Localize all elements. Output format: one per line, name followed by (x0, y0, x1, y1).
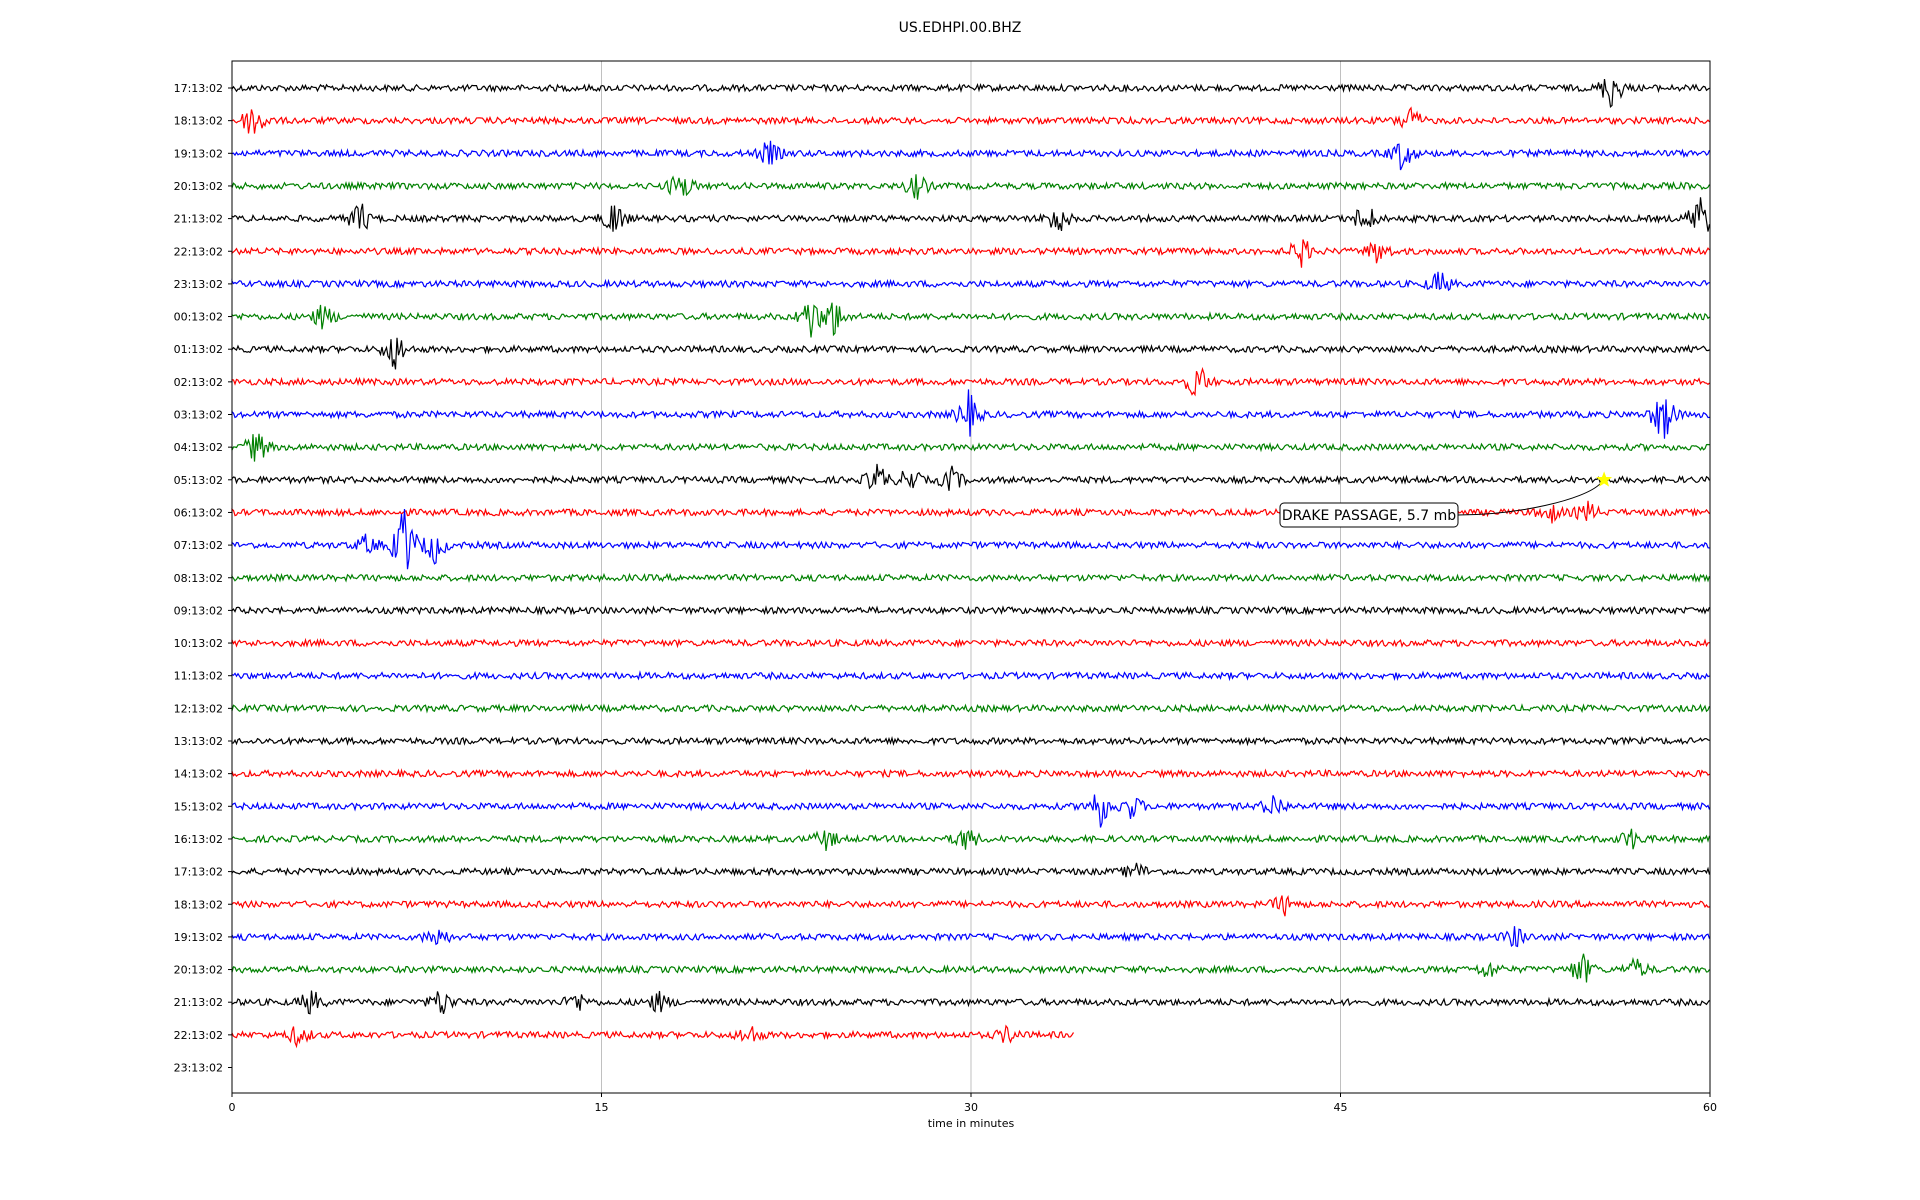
event-annotation: DRAKE PASSAGE, 5.7 mb (1279, 471, 1613, 528)
trace-11:13:02 (231, 670, 1710, 682)
trace-23:13:02 (231, 271, 1710, 292)
x-tick-label: 15 (595, 1101, 609, 1114)
hour-label: 20:13:02 (174, 180, 223, 193)
hour-label: 12:13:02 (174, 702, 223, 715)
trace-08:13:02 (231, 572, 1711, 583)
trace-18:13:02 (231, 106, 1710, 134)
hour-label: 22:13:02 (174, 1029, 223, 1042)
hour-label: 02:13:02 (174, 376, 223, 389)
hour-label: 10:13:02 (174, 637, 223, 650)
hour-axis: 17:13:02 18:13:02 19:13:02 20:13:02 21:13:02… (174, 82, 232, 1075)
seismic-traces (231, 79, 1711, 1049)
trace-07:13:02 (231, 508, 1710, 570)
trace-17:13:02 (231, 79, 1710, 108)
trace-01:13:02 (231, 337, 1710, 370)
star-icon (1596, 471, 1613, 487)
hour-label: 00:13:02 (174, 311, 223, 324)
hour-label: 15:13:02 (174, 800, 223, 813)
hour-label: 05:13:02 (174, 474, 223, 487)
x-tick-label: 60 (1703, 1101, 1717, 1114)
x-tick-label: 0 (229, 1101, 236, 1114)
hour-label: 23:13:02 (174, 278, 223, 291)
trace-15:13:02 (231, 794, 1711, 828)
trace-00:13:02 (231, 302, 1710, 338)
trace-03:13:02 (231, 389, 1710, 439)
trace-21:13:02 (231, 197, 1711, 232)
x-tick-label: 30 (964, 1101, 978, 1114)
hour-label: 18:13:02 (174, 898, 223, 911)
trace-19:13:02 (231, 926, 1711, 948)
trace-20:13:02 (231, 174, 1711, 200)
x-tick-label: 45 (1334, 1101, 1348, 1114)
hour-label: 11:13:02 (174, 670, 223, 683)
trace-10:13:02 (231, 637, 1710, 649)
trace-12:13:02 (231, 703, 1711, 714)
hour-label: 21:13:02 (174, 213, 223, 226)
trace-19:13:02 (231, 140, 1711, 171)
trace-18:13:02 (231, 895, 1710, 917)
annotation-label: DRAKE PASSAGE, 5.7 mb (1282, 508, 1456, 524)
hour-label: 13:13:02 (174, 735, 223, 748)
trace-06:13:02 (231, 500, 1710, 524)
hour-label: 17:13:02 (174, 866, 223, 879)
hour-label: 18:13:02 (174, 115, 223, 128)
trace-22:13:02 (231, 239, 1710, 268)
trace-22:13:02 (231, 1024, 1075, 1049)
hour-label: 23:13:02 (174, 1062, 223, 1075)
annotation-connector (1457, 483, 1601, 516)
hour-label: 04:13:02 (174, 441, 223, 454)
hour-label: 09:13:02 (174, 604, 223, 617)
hour-label: 22:13:02 (174, 245, 223, 258)
trace-20:13:02 (231, 953, 1711, 983)
hour-label: 20:13:02 (174, 964, 223, 977)
trace-09:13:02 (231, 605, 1711, 616)
hour-label: 08:13:02 (174, 572, 223, 585)
chart-title: US.EDHPI.00.BHZ (898, 20, 1022, 36)
hour-label: 14:13:02 (174, 768, 223, 781)
hour-label: 19:13:02 (174, 931, 223, 944)
hour-label: 21:13:02 (174, 996, 223, 1009)
hour-label: 01:13:02 (174, 343, 223, 356)
trace-04:13:02 (231, 433, 1710, 462)
trace-02:13:02 (231, 366, 1710, 397)
hour-label: 17:13:02 (174, 82, 223, 95)
trace-14:13:02 (231, 768, 1710, 779)
hour-label: 07:13:02 (174, 539, 223, 552)
time-axis: 0 15 30 45 60 (229, 1093, 1717, 1114)
trace-13:13:02 (231, 735, 1710, 747)
hour-label: 16:13:02 (174, 833, 223, 846)
x-axis-label: time in minutes (928, 1117, 1015, 1130)
trace-05:13:02 (231, 463, 1711, 491)
hour-label: 06:13:02 (174, 506, 223, 519)
trace-17:13:02 (231, 862, 1711, 878)
trace-16:13:02 (231, 828, 1711, 851)
hour-label: 03:13:02 (174, 409, 223, 422)
annotation-box (1279, 502, 1459, 528)
trace-21:13:02 (231, 990, 1710, 1015)
hour-label: 19:13:02 (174, 147, 223, 160)
